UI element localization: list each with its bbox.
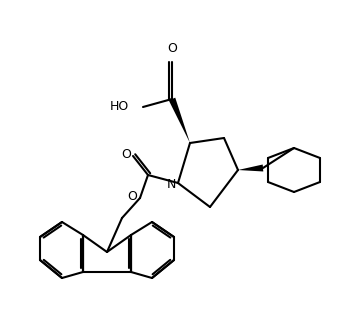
- Text: N: N: [166, 178, 176, 190]
- Text: O: O: [167, 42, 177, 55]
- Text: O: O: [121, 148, 131, 160]
- Text: O: O: [127, 190, 137, 204]
- Polygon shape: [169, 98, 190, 143]
- Text: HO: HO: [110, 101, 129, 114]
- Polygon shape: [238, 165, 263, 172]
